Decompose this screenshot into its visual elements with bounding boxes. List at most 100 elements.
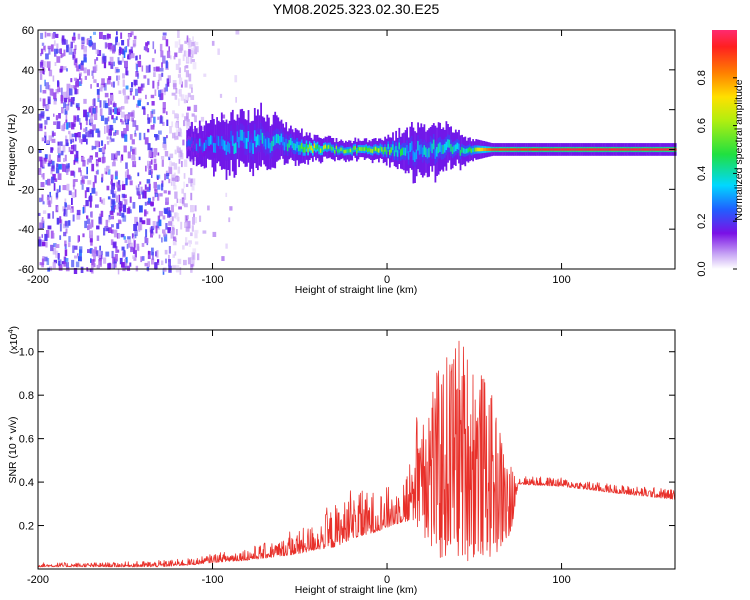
spectrogram-noise-cell	[62, 91, 67, 99]
spectrogram-noise-cell	[146, 179, 151, 184]
spectrogram-noise-cell	[170, 181, 173, 186]
spectrogram-signal-cell	[601, 148, 603, 151]
spectrogram-signal-cell	[476, 147, 479, 152]
spectrogram-signal-cell	[381, 147, 383, 152]
spectrogram-noise-cell	[47, 162, 51, 167]
spectrogram-noise-cell	[46, 61, 51, 68]
spectrogram-noise-cell	[190, 192, 193, 201]
spectrogram-noise-cell	[160, 93, 164, 100]
spectrogram-noise-cell	[91, 145, 94, 151]
spectrogram-noise-cell	[135, 185, 138, 190]
spectrogram-signal-cell	[283, 142, 286, 151]
spectrogram-signal-cell	[531, 148, 534, 151]
spectrogram-noise-cell	[147, 166, 152, 173]
spectrogram-signal-cell	[522, 148, 525, 151]
spectrogram-noise-cell	[162, 107, 166, 114]
spectrogram-noise-cell	[56, 121, 61, 129]
spectrogram-noise-cell	[101, 156, 106, 163]
spectrogram-noise-cell	[89, 115, 94, 123]
spectrogram-noise-cell	[125, 67, 128, 75]
spectrogram-signal-cell	[484, 148, 487, 151]
spectrogram-noise-cell	[57, 259, 62, 266]
spectrogram-noise-cell	[67, 242, 71, 248]
spectrogram-noise-cell	[78, 118, 81, 125]
spectrogram-noise-cell	[176, 198, 179, 203]
spectrogram-noise-cell	[104, 92, 109, 98]
spectrogram-noise-cell	[129, 134, 133, 140]
spectrogram-signal-cell	[596, 148, 599, 151]
spectrogram-noise-cell	[111, 138, 115, 142]
spectrogram-noise-cell	[122, 79, 125, 87]
spectrogram-noise-cell	[165, 223, 168, 230]
spectrogram-signal-cell	[619, 148, 622, 151]
spectrogram-noise-cell	[68, 147, 71, 153]
spectrogram-noise-cell	[64, 39, 68, 45]
spectrogram-noise-cell	[172, 254, 175, 258]
spectrogram-noise-cell	[163, 234, 168, 242]
spectrogram-signal-cell	[520, 148, 523, 151]
spectrogram-noise-cell	[61, 35, 65, 42]
spectrogram-noise-cell	[177, 258, 182, 265]
spectrogram-noise-cell	[189, 157, 194, 163]
spectrogram-noise-cell	[132, 95, 135, 100]
spectrogram-signal-cell	[338, 148, 341, 153]
spectrogram-signal-cell	[291, 141, 294, 149]
spectrogram-signal-cell	[246, 138, 248, 149]
spectrogram-noise-cell	[143, 108, 146, 115]
spectrogram-noise-cell	[71, 138, 75, 143]
spectrogram-signal-cell	[216, 135, 218, 145]
spectrogram-noise-cell	[121, 193, 125, 198]
spectrogram-noise-cell	[124, 134, 128, 142]
spectrogram-noise-cell	[152, 80, 155, 89]
spectrogram-signal-cell	[250, 139, 253, 151]
spectrogram-noise-cell	[54, 53, 57, 57]
spectrogram-signal-cell	[275, 133, 278, 144]
spectrogram-noise-cell	[190, 168, 193, 176]
spectrogram-noise-cell	[93, 79, 97, 83]
spectrogram-noise-cell	[42, 67, 45, 74]
spectrogram-noise-cell	[73, 48, 77, 55]
spectrogram-noise-cell	[120, 118, 123, 123]
spectrogram-noise-cell	[90, 239, 93, 246]
spectrogram-signal-cell	[662, 148, 665, 151]
spectrogram-signal-cell	[635, 148, 638, 151]
spectrogram-noise-cell	[98, 259, 102, 265]
spectrogram-noise-cell	[127, 55, 129, 60]
spectrogram-signal-cell	[302, 146, 305, 153]
spectrogram-noise-cell	[92, 99, 96, 106]
spectrogram-noise-cell	[159, 43, 163, 52]
spectrogram-signal-cell	[663, 148, 666, 151]
spectrogram-noise-cell	[83, 98, 87, 104]
spectrogram-noise-cell	[166, 111, 168, 115]
spectrogram-noise-cell	[151, 58, 155, 63]
spectrogram-noise-cell	[61, 53, 64, 57]
spectrogram-signal-cell	[429, 141, 432, 152]
spectrogram-noise-cell	[144, 262, 148, 267]
spectrogram-noise-cell	[145, 42, 149, 46]
spectrogram-noise-cell	[185, 226, 190, 232]
spectrogram-noise-cell	[59, 235, 62, 240]
spectrogram-noise-cell	[189, 84, 193, 89]
spectrogram-noise-cell	[174, 203, 178, 207]
spectrogram-noise-cell	[118, 60, 122, 65]
spectrogram-signal-cell	[398, 142, 401, 150]
spectrogram-noise-cell	[177, 30, 180, 38]
spectrogram-noise-cell	[122, 48, 125, 56]
spectrogram-noise-cell	[184, 65, 186, 73]
spectrogram-noise-cell	[170, 204, 174, 213]
spectrogram-noise-cell	[125, 177, 128, 186]
spectrogram-noise-cell	[165, 197, 169, 205]
spectrogram-noise-cell	[89, 230, 93, 239]
spectrogram-noise-cell	[69, 133, 73, 142]
spectrogram-noise-cell	[178, 39, 181, 46]
spectrogram-noise-cell	[184, 94, 188, 100]
spectrogram-noise-cell	[140, 186, 143, 192]
spectrogram-noise-cell	[141, 256, 145, 261]
spectrogram-noise-cell	[95, 191, 98, 196]
spectrogram-noise-cell	[64, 244, 67, 249]
spectrogram-noise-cell	[169, 217, 174, 225]
spectrogram-noise-cell	[191, 87, 193, 93]
spectrogram-signal-cell	[527, 148, 529, 151]
spectrogram-noise-cell	[190, 55, 193, 64]
spectrogram-noise-cell	[157, 259, 160, 266]
